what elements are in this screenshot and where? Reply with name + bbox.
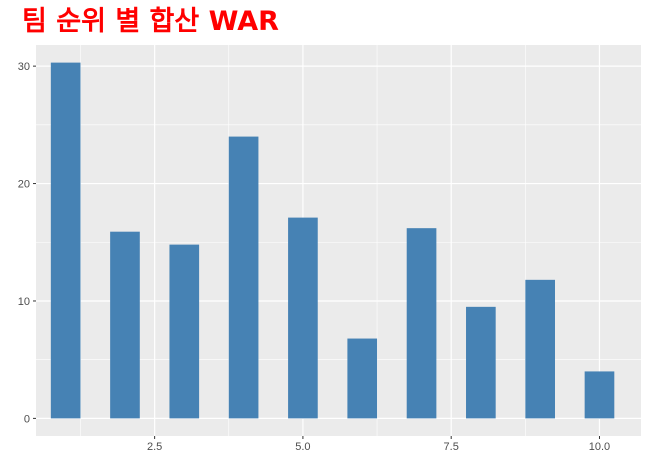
x-axis: 2.5 5.0 7.5 10.0 bbox=[147, 436, 610, 453]
y-tick-label: 10 bbox=[18, 296, 30, 308]
bar bbox=[228, 136, 259, 419]
x-tick-label: 5.0 bbox=[295, 441, 310, 453]
bar bbox=[584, 371, 615, 419]
bars bbox=[50, 62, 615, 419]
x-tick-label: 2.5 bbox=[147, 441, 162, 453]
bar bbox=[466, 306, 496, 419]
bar bbox=[169, 244, 200, 419]
bar bbox=[110, 231, 140, 419]
y-tick-label: 30 bbox=[18, 61, 30, 73]
chart-title: 팀 순위 별 합산 WAR bbox=[22, 6, 279, 37]
y-tick-label: 0 bbox=[24, 413, 30, 425]
x-tick-label: 7.5 bbox=[444, 441, 459, 453]
x-tick-label: 10.0 bbox=[589, 441, 610, 453]
bar bbox=[406, 228, 437, 419]
y-tick-label: 20 bbox=[18, 179, 30, 191]
bar bbox=[525, 279, 555, 419]
bar bbox=[288, 217, 318, 419]
y-axis: 0 10 20 30 bbox=[18, 61, 36, 425]
bar bbox=[347, 338, 378, 419]
bar bbox=[50, 62, 81, 419]
